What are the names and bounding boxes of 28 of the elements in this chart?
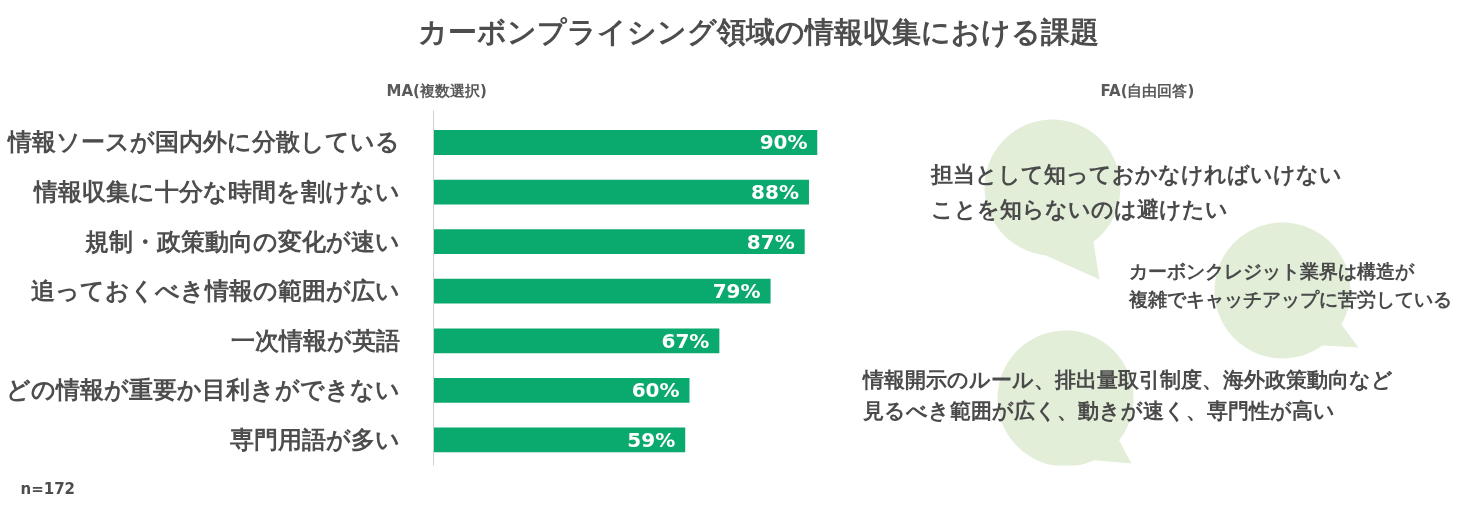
bar: [433, 427, 686, 453]
data-label: 60%: [631, 378, 680, 403]
text: FA(自由回答): [1100, 81, 1195, 100]
bar: [433, 377, 690, 403]
y-tick-label: 規制・政策動向の変化が速い: [83, 227, 400, 256]
data-label: 87%: [746, 229, 795, 254]
text: カーボンクレジット業界は構造が複雑でキャッチアップに苦労している: [1127, 259, 1452, 310]
data-label: 59%: [627, 427, 676, 452]
bar: [433, 179, 809, 205]
text: 担当として知っておかなければいけないことを知らないのは避けたい: [929, 162, 1342, 222]
bar: [433, 130, 818, 155]
y-tick-label: どの情報が重要か目利きができない: [5, 376, 400, 405]
y-tick-label: 情報収集に十分な時間を割けない: [31, 178, 400, 207]
data-label: 67%: [661, 328, 710, 353]
text: 情報開示のルール、排出量取引制度、海外政策動向など見るべき範囲が広く、動きが速く、専門性が高い: [860, 367, 1393, 423]
chart-subtitle: MA(複数選択): [386, 81, 487, 100]
y-tick-label: 追っておくべき情報の範囲が広い: [30, 277, 400, 306]
text: n=172: [20, 479, 76, 498]
y-tick-label: 一次情報が英語: [230, 326, 400, 355]
y-tick-label: 専門用語が多い: [228, 425, 400, 454]
data-label: 88%: [751, 180, 799, 205]
y-tick-label: 情報ソースが国内外に分散している: [5, 128, 400, 157]
bar: [433, 229, 805, 255]
chart-title: カーボンプライシング領域の情報収集における課題: [418, 14, 1099, 49]
bar: [433, 328, 720, 354]
data-label: 90%: [759, 130, 808, 155]
data-label: 79%: [712, 279, 761, 304]
bar: [433, 278, 771, 304]
